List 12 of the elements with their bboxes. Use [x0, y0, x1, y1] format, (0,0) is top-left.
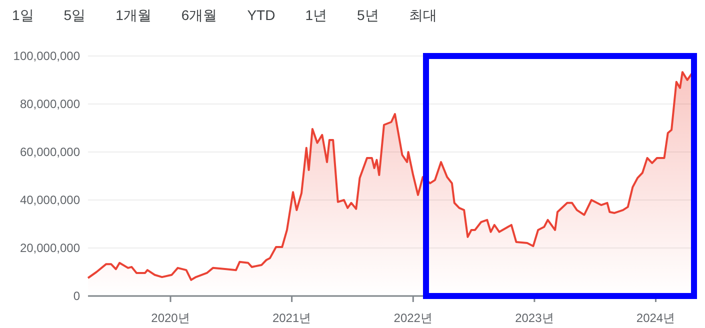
x-tick-label: 2022년 — [394, 311, 432, 325]
x-tick-label: 2020년 — [151, 311, 190, 325]
y-tick-label: 20,000,000 — [20, 241, 80, 255]
x-tick-label: 2024년 — [636, 311, 676, 325]
tabs: 1일 5일 1개월 6개월 YTD 1년 5년 최대 — [12, 7, 437, 23]
x-tick-label: 2023년 — [515, 311, 554, 325]
x-tick-label: 2021년 — [272, 311, 312, 325]
y-tick-label: 100,000,000 — [13, 49, 80, 63]
y-tick-label: 40,000,000 — [20, 193, 80, 207]
y-tick-label: 80,000,000 — [20, 97, 80, 111]
y-tick-label: 60,000,000 — [20, 145, 80, 159]
y-tick-label: 0 — [73, 289, 80, 303]
